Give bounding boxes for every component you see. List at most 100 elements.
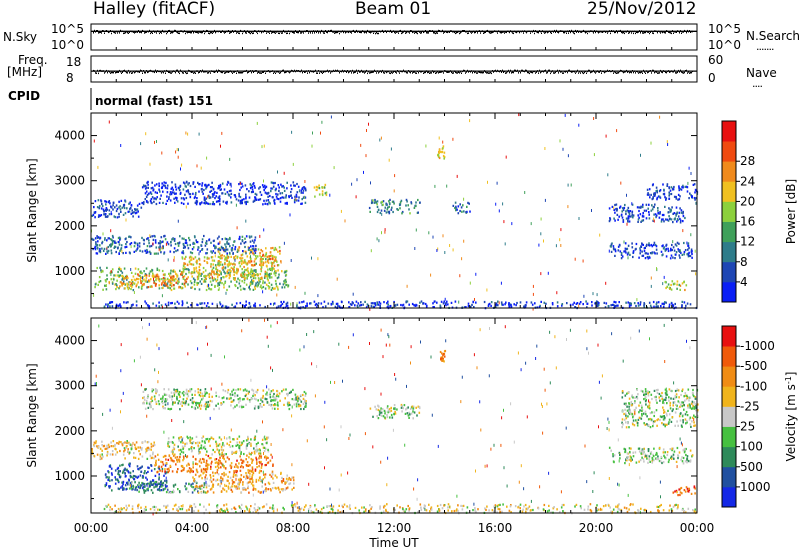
echo-cell	[294, 184, 296, 187]
echo-cell	[165, 181, 167, 184]
echo-cell	[237, 249, 239, 253]
echo-cell	[285, 269, 288, 273]
echo-cell	[274, 474, 277, 477]
echo-cell	[673, 282, 676, 285]
strip-point	[343, 31, 344, 34]
echo-cell	[145, 251, 148, 254]
echo-cell	[446, 184, 448, 188]
echo-cell	[196, 200, 199, 203]
echo-cell	[614, 203, 616, 207]
echo-cell	[261, 287, 263, 290]
echo-cell	[639, 252, 641, 255]
echo-cell	[224, 460, 227, 463]
echo-cell	[320, 131, 321, 135]
echo-cell	[100, 214, 103, 217]
echo-cell	[214, 254, 216, 258]
echo-cell	[112, 240, 115, 243]
echo-cell	[530, 301, 533, 304]
echo-cell	[443, 151, 446, 154]
strip-point	[665, 32, 666, 34]
echo-cell	[381, 200, 383, 203]
echo-cell	[109, 465, 111, 468]
echo-cell	[122, 483, 124, 486]
echo-cell	[233, 240, 235, 243]
echo-cell	[281, 286, 283, 289]
echo-cell	[316, 306, 318, 309]
echo-cell	[314, 195, 316, 198]
echo-cell	[169, 191, 172, 194]
echo-cell	[105, 200, 108, 203]
echo-cell	[268, 273, 270, 277]
echo-cell	[178, 286, 180, 289]
echo-cell	[165, 471, 168, 474]
echo-cell	[316, 303, 319, 306]
echo-cell	[116, 216, 119, 219]
echo-cell	[212, 270, 215, 273]
echo-cell	[259, 304, 261, 307]
strip-point	[133, 31, 134, 33]
echo-cell	[215, 479, 217, 482]
echo-cell	[500, 281, 502, 285]
strip-point	[676, 31, 677, 33]
strip-point	[346, 71, 347, 73]
echo-cell	[300, 306, 302, 309]
echo-cell	[229, 464, 232, 467]
echo-cell	[158, 280, 161, 283]
echo-cell	[233, 273, 235, 276]
strip-point	[580, 72, 581, 74]
echo-cell	[360, 301, 362, 304]
echo-cell	[199, 458, 202, 461]
echo-cell	[251, 274, 254, 277]
echo-cell	[185, 487, 188, 490]
echo-cell	[251, 466, 254, 469]
echo-cell	[266, 277, 269, 280]
echo-cell	[121, 206, 124, 209]
echo-cell	[245, 202, 247, 206]
echo-cell	[120, 144, 122, 147]
echo-cell	[197, 246, 200, 249]
echo-cell	[190, 256, 193, 259]
echo-cell	[101, 202, 103, 206]
strip-point	[598, 32, 599, 34]
echo-cell	[187, 247, 190, 250]
echo-cell	[110, 301, 113, 304]
strip-point	[436, 72, 437, 74]
echo-cell	[228, 264, 230, 267]
strip-point	[317, 72, 318, 74]
echo-cell	[244, 201, 246, 204]
echo-cell	[131, 481, 133, 484]
echo-cell	[120, 210, 122, 213]
echo-cell	[205, 252, 207, 255]
echo-cell	[593, 153, 595, 157]
echo-cell	[214, 472, 217, 475]
echo-cell	[145, 190, 148, 193]
echo-cell	[114, 476, 116, 479]
echo-cell	[130, 245, 132, 249]
echo-cell	[108, 476, 110, 479]
echo-cell	[650, 209, 653, 212]
echo-cell	[119, 238, 121, 241]
echo-cell	[256, 273, 259, 276]
echo-cell	[269, 488, 272, 491]
echo-cell	[161, 294, 163, 298]
echo-cell	[443, 300, 445, 303]
echo-cell	[195, 270, 198, 273]
echo-cell	[217, 473, 220, 476]
echo-cell	[631, 211, 633, 214]
strip-point	[193, 72, 194, 74]
echo-cell	[254, 305, 257, 308]
strip-point	[680, 69, 681, 72]
echo-cell	[229, 157, 231, 161]
echo-cell	[167, 301, 170, 304]
strip-point	[652, 32, 653, 34]
echo-cell	[158, 476, 160, 479]
echo-cell	[141, 236, 143, 239]
echo-cell	[190, 258, 193, 261]
echo-cell	[142, 487, 144, 490]
echo-cell	[216, 465, 219, 468]
echo-cell	[137, 446, 139, 449]
echo-cell	[162, 305, 163, 309]
echo-cell	[149, 191, 152, 194]
echo-cell	[467, 305, 470, 308]
strip-point	[673, 32, 674, 34]
